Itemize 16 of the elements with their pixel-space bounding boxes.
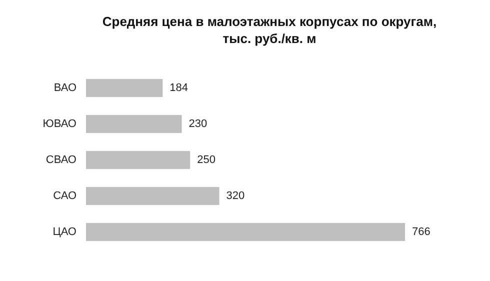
- data-label: 230: [188, 118, 208, 130]
- chart-title: Средняя цена в малоэтажных корпусах по округам, тыс. руб./кв. м: [102, 14, 437, 46]
- bar: [86, 151, 190, 169]
- y-tick-label: САО: [53, 190, 77, 202]
- y-tick-label: ЦАО: [52, 226, 77, 238]
- bar: [86, 187, 220, 205]
- bar: [86, 79, 163, 97]
- y-tick-label: ВАО: [54, 82, 77, 94]
- bar: [86, 223, 405, 241]
- data-label: 184: [170, 82, 188, 94]
- data-label: 250: [197, 154, 216, 166]
- data-label: 320: [226, 190, 245, 202]
- bar: [86, 115, 182, 133]
- data-label: 766: [412, 226, 430, 238]
- y-tick-label: СВАО: [46, 154, 77, 166]
- y-tick-label: ЮВАО: [42, 118, 77, 130]
